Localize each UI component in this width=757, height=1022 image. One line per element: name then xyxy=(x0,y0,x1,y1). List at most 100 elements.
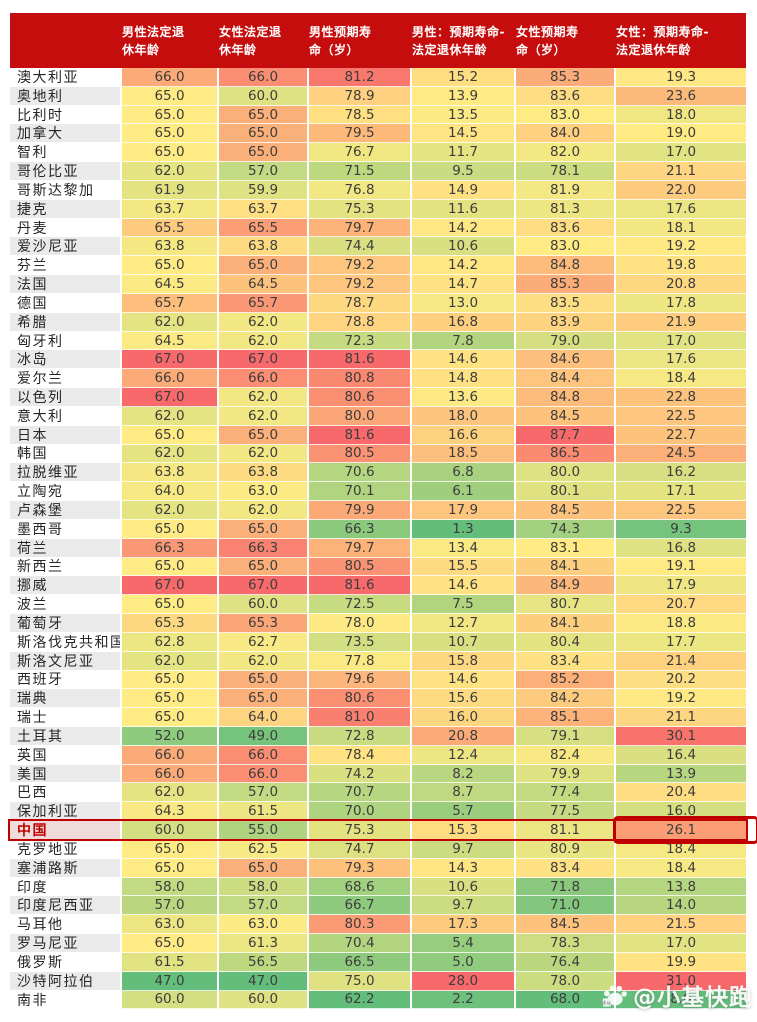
country-cell: 西班牙 xyxy=(10,670,120,690)
value-cell: 65.0 xyxy=(122,124,217,144)
value-cell: 16.8 xyxy=(616,538,746,558)
table-row: 奥地利 65.0 60.0 78.9 13.9 83.6 23.6 xyxy=(10,86,746,106)
value-cell: 62.0 xyxy=(219,406,307,426)
country-cell: 瑞士 xyxy=(10,708,120,727)
value-cell: 57.0 xyxy=(219,896,307,916)
value-cell: 13.9 xyxy=(616,764,746,784)
value-cell: 26.1 xyxy=(613,816,757,844)
value-cell: 62.0 xyxy=(122,162,217,181)
value-cell: 61.9 xyxy=(122,180,217,200)
table-row: 以色列 67.0 62.0 80.6 13.6 84.8 22.8 xyxy=(10,388,746,407)
value-cell: 79.7 xyxy=(309,538,410,558)
value-cell: 80.3 xyxy=(309,915,410,935)
value-cell: 80.7 xyxy=(516,595,614,615)
value-cell: 84.5 xyxy=(516,501,614,520)
country-cell: 以色列 xyxy=(10,388,120,407)
country-cell: 韩国 xyxy=(10,444,120,464)
value-cell: 65.0 xyxy=(122,858,217,878)
value-cell: 65.3 xyxy=(219,614,307,633)
value-cell: 17.3 xyxy=(412,915,514,935)
value-cell: 14.9 xyxy=(412,180,514,200)
value-cell: 84.0 xyxy=(516,124,614,144)
value-cell: 13.6 xyxy=(412,388,514,407)
country-cell: 罗马尼亚 xyxy=(10,934,120,953)
value-cell: 7.8 xyxy=(412,331,514,351)
value-cell: 65.0 xyxy=(219,519,307,539)
table-body: 澳大利亚 66.0 66.0 81.2 15.2 85.3 19.3 奥地利 65.0 60.0 7… xyxy=(8,68,757,1010)
value-cell: 82.0 xyxy=(516,143,614,163)
value-cell: 62.0 xyxy=(122,501,217,520)
value-cell: 65.0 xyxy=(219,425,307,445)
value-cell: 19.0 xyxy=(616,124,746,144)
value-cell: 66.7 xyxy=(309,896,410,916)
country-cell: 印度尼西亚 xyxy=(10,896,120,916)
value-cell: 66.3 xyxy=(219,538,307,558)
value-cell: 78.4 xyxy=(309,745,410,765)
value-cell: 16.8 xyxy=(412,312,514,332)
value-cell: 75.3 xyxy=(309,821,410,840)
value-cell: 80.1 xyxy=(516,482,614,502)
value-cell: 72.3 xyxy=(309,331,410,351)
value-cell: 17.9 xyxy=(412,501,514,520)
country-cell: 爱尔兰 xyxy=(10,369,120,389)
baidu-paw-icon: du xyxy=(602,984,627,1006)
table-row: 保加利亚 64.3 61.5 70.0 5.7 77.5 16.0 xyxy=(10,802,746,822)
value-cell: 18.4 xyxy=(616,858,746,878)
value-cell: 15.3 xyxy=(412,821,514,840)
value-cell: 22.8 xyxy=(616,388,746,407)
value-cell: 78.5 xyxy=(309,105,410,125)
value-cell: 78.0 xyxy=(309,614,410,633)
table-row: 中国 60.0 55.0 75.3 15.3 81.1 26.1 xyxy=(8,816,757,844)
value-cell: 10.7 xyxy=(412,632,514,652)
value-cell: 20.2 xyxy=(616,670,746,690)
value-cell: 62.8 xyxy=(122,632,217,652)
value-cell: 85.3 xyxy=(516,68,614,87)
value-cell: 11.6 xyxy=(412,199,514,219)
value-cell: 8.2 xyxy=(412,764,514,784)
value-cell: 65.0 xyxy=(122,256,217,276)
value-cell: 5.7 xyxy=(412,802,514,822)
value-cell: 75.3 xyxy=(309,199,410,219)
table-row: 瑞典 65.0 65.0 80.6 15.6 84.2 19.2 xyxy=(10,689,746,709)
value-cell: 16.4 xyxy=(616,745,746,765)
value-cell: 13.8 xyxy=(616,877,746,897)
value-cell: 7.5 xyxy=(412,595,514,615)
value-cell: 30.1 xyxy=(616,726,746,746)
country-cell: 克罗地亚 xyxy=(10,839,120,859)
value-cell: 66.0 xyxy=(122,369,217,389)
country-cell: 俄罗斯 xyxy=(10,952,120,972)
value-cell: 87.7 xyxy=(516,425,614,445)
value-cell: 66.0 xyxy=(122,764,217,784)
value-cell: 14.6 xyxy=(412,670,514,690)
value-cell: 10.6 xyxy=(412,877,514,897)
value-cell: 83.0 xyxy=(516,237,614,257)
value-cell: 60.0 xyxy=(219,595,307,615)
value-cell: 13.5 xyxy=(412,105,514,125)
value-cell: 68.0 xyxy=(516,990,614,1010)
value-cell: 70.4 xyxy=(309,934,410,953)
table-row: 罗马尼亚 65.0 61.3 70.4 5.4 78.3 17.0 xyxy=(10,934,746,953)
value-cell: 65.7 xyxy=(219,293,307,313)
value-cell: 14.7 xyxy=(412,275,514,294)
value-cell: 18.4 xyxy=(616,369,746,389)
table-row: 哥伦比亚 62.0 57.0 71.5 9.5 78.1 21.1 xyxy=(10,162,746,181)
value-cell: 67.0 xyxy=(219,576,307,596)
table-row: 巴西 62.0 57.0 70.7 8.7 77.4 20.4 xyxy=(10,783,746,803)
table-row: 冰岛 67.0 67.0 81.6 14.6 84.6 17.6 xyxy=(10,350,746,370)
value-cell: 62.0 xyxy=(219,651,307,671)
value-cell: 47.0 xyxy=(122,971,217,991)
value-cell: 65.5 xyxy=(219,218,307,238)
value-cell: 65.0 xyxy=(122,839,217,859)
country-cell: 波兰 xyxy=(10,595,120,615)
table-row: 丹麦 65.5 65.5 79.7 14.2 83.6 18.1 xyxy=(10,218,746,238)
svg-text:du: du xyxy=(602,1000,612,1006)
value-cell: 66.3 xyxy=(309,519,410,539)
value-cell: 79.1 xyxy=(516,726,614,746)
value-cell: 86.5 xyxy=(516,444,614,464)
value-cell: 79.9 xyxy=(309,501,410,520)
value-cell: 62.0 xyxy=(122,783,217,803)
table-row: 英国 66.0 66.0 78.4 12.4 82.4 16.4 xyxy=(10,745,746,765)
country-cell: 塞浦路斯 xyxy=(10,858,120,878)
table-row: 智利 65.0 65.0 76.7 11.7 82.0 17.0 xyxy=(10,143,746,163)
value-cell: 81.6 xyxy=(309,350,410,370)
